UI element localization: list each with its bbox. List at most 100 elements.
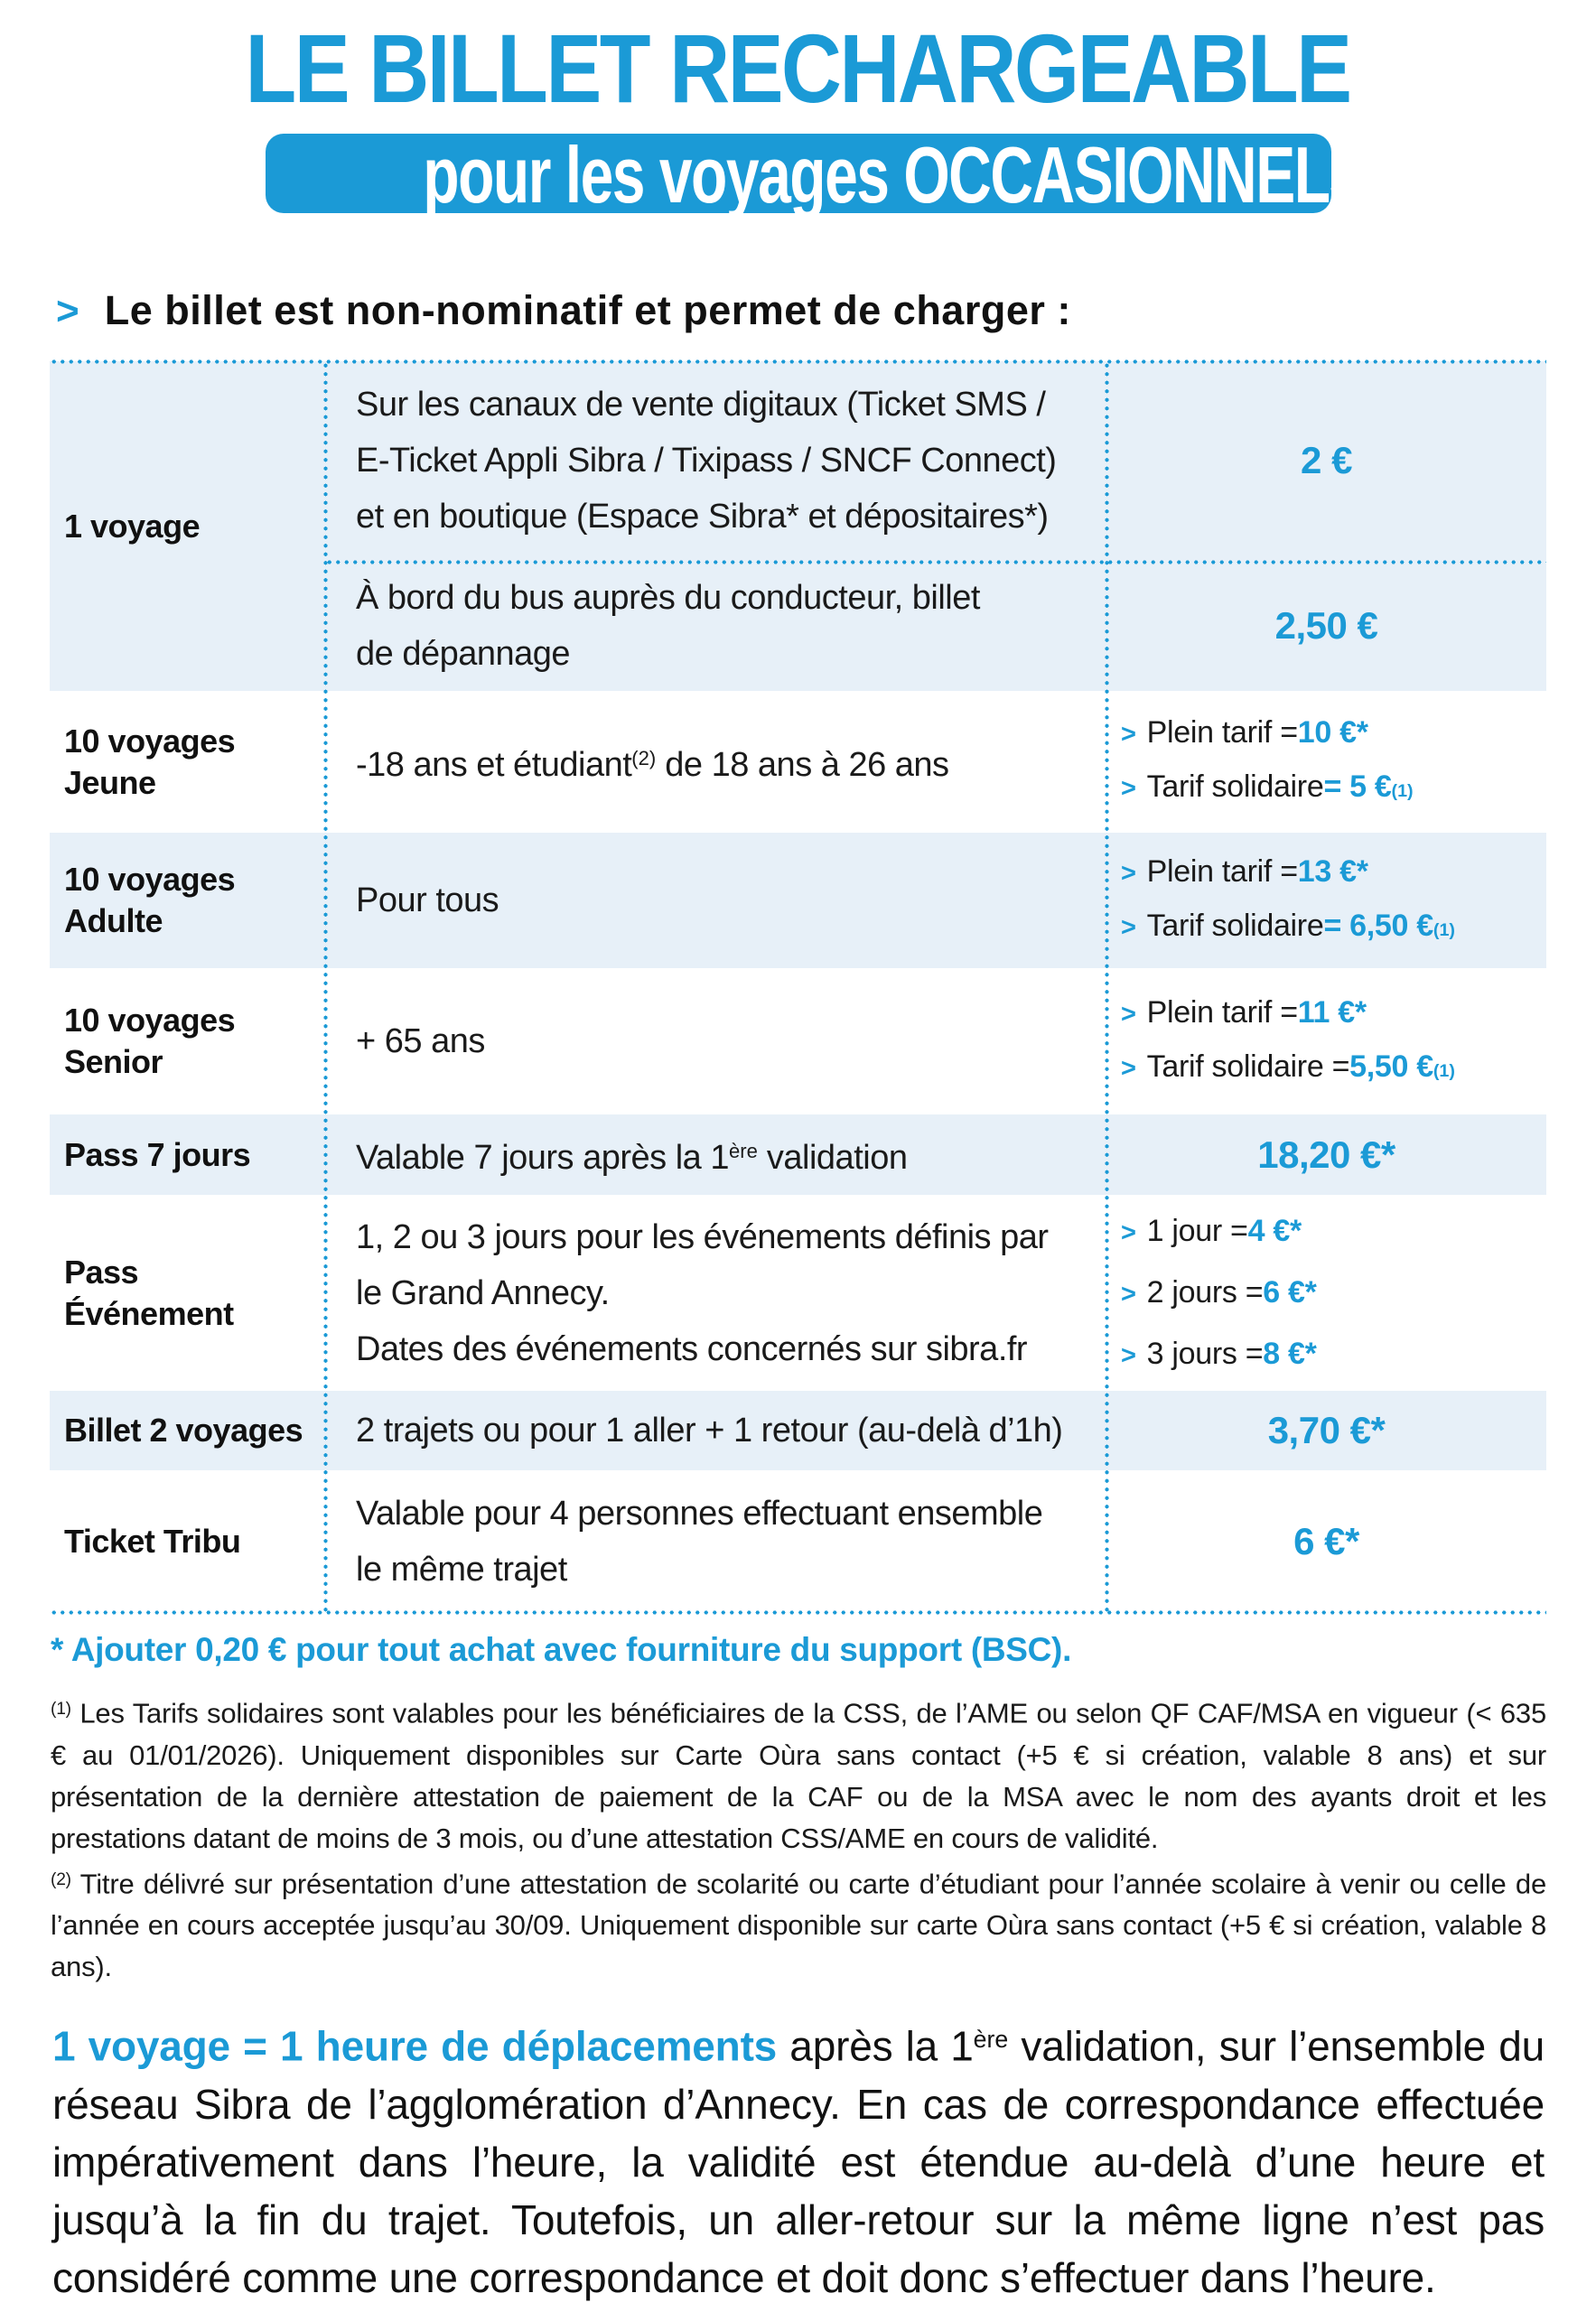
row-price-cell: >1 jour = 4 €* >2 jours = 6 €* >3 jours … [1106,1195,1546,1391]
price-label: 1 jour = [1146,1213,1248,1248]
price-label: Plein tarif = [1146,715,1298,750]
footnote-1-marker: (1) [51,1700,71,1719]
page-title: LE BILLET RECHARGEABLE [246,14,1353,123]
footnotes: (1) Les Tarifs solidaires sont valables … [51,1689,1546,1988]
price-label: Tarif solidaire [1146,908,1324,943]
row-price-cell: 6 €* [1106,1470,1546,1612]
row-label-cell: 1 voyage [50,361,325,691]
table-row-pass-evenement: Pass Événement 1, 2 ou 3 jours pour les … [50,1195,1546,1391]
row-label: Pass Événement [64,1253,234,1332]
price-value: 13 €* [1297,853,1368,889]
row-desc: Pour tous [356,881,499,919]
row-desc-cell: -18 ans et étudiant(2) de 18 ans à 26 an… [325,691,1106,833]
chevron-icon: > [1121,774,1136,803]
subrow-digital-channels: Sur les canaux de vente digitaux (Ticket… [325,361,1546,560]
row-label-cell: 10 voyages Senior [50,968,325,1114]
price-value: 8 €* [1263,1336,1317,1371]
fare-table: 1 voyage Sur les canaux de vente digitau… [50,359,1546,1615]
row-desc-cell: À bord du bus auprès du conducteur, bill… [325,560,1106,691]
footnote-ref-1: (1) [1433,1060,1455,1081]
conclusion-paragraph: 1 voyage = 1 heure de déplacements après… [52,2010,1545,2307]
ordinal-superscript: ère [973,2026,1009,2053]
price-bullet: > Tarif solidaire = 6,50 € (1) [1121,908,1455,948]
row-desc: 2 trajets ou pour 1 aller + 1 retour (au… [356,1412,1063,1450]
price-label: 3 jours = [1146,1336,1264,1371]
table-bottom-dotted-line [50,1610,1546,1615]
support-fee-note: * Ajouter 0,20 € pour tout achat avec fo… [51,1631,1072,1668]
price-label: Tarif solidaire [1146,769,1324,804]
conclusion-text-post: validation, sur l’ensemble du réseau Sib… [52,2022,1545,2301]
row-desc-cell: Valable pour 4 personnes effectuant ense… [325,1470,1106,1612]
table-row-10-voyages-adulte: 10 voyages Adulte Pour tous > Plein tarif… [50,833,1546,968]
row-label: 10 voyages Adulte [64,861,236,939]
conclusion-text-pre: après la 1 [777,2022,974,2070]
subrow-divider-dotted-line [325,560,1546,564]
desc-text: -18 ans et étudiant [356,746,632,785]
chevron-icon: > [1121,1217,1136,1247]
footnote-ref-1: (1) [1391,781,1414,801]
row-label-cell: Pass 7 jours [50,1114,325,1195]
row-desc: À bord du bus auprès du conducteur, bill… [356,578,980,673]
footnote-2-text: Titre délivré sur présentation d’une att… [51,1868,1546,1983]
price-value: 5,50 € [1349,1049,1433,1084]
chevron-icon: > [1121,1340,1136,1370]
table-column-divider-1 [323,361,328,1612]
row-label: Pass 7 jours [64,1135,251,1173]
row-price-cell: > Plein tarif = 10 €* > Tarif solidaire = … [1106,691,1546,833]
desc-text: de 18 ans à 26 ans [656,746,949,785]
row-price-cell: 18,20 €* [1106,1114,1546,1195]
footnote-2-marker: (2) [51,1869,71,1889]
row-desc-cell: Pour tous [325,833,1106,968]
row-label: Billet 2 voyages [64,1412,303,1449]
price-bullet: >2 jours = 6 €* [1121,1274,1317,1312]
conclusion-lead: 1 voyage = 1 heure de déplacements [52,2022,778,2070]
intro-heading-text: Le billet est non-nominatif et permet de… [104,287,1071,333]
row-1-voyage-subrows: Sur les canaux de vente digitaux (Ticket… [325,361,1546,691]
footnote-1-text: Les Tarifs solidaires sont valables pour… [51,1697,1546,1854]
row-label: 1 voyage [64,507,201,545]
table-row-10-voyages-senior: 10 voyages Senior + 65 ans > Plein tarif … [50,968,1546,1114]
price-label: 2 jours = [1146,1274,1264,1310]
row-label: 10 voyages Senior [64,1002,236,1080]
ordinal-superscript: ère [729,1139,758,1162]
price-bullet: > Plein tarif = 13 €* [1121,853,1368,891]
subtitle-text: pour les voyages OCCASIONNELS [422,130,1368,219]
intro-heading: > Le billet est non-nominatif et permet … [56,287,1071,334]
row-desc-cell: Sur les canaux de vente digitaux (Ticket… [325,361,1106,560]
row-label: Ticket Tribu [64,1522,241,1560]
row-desc-cell: 2 trajets ou pour 1 aller + 1 retour (au… [325,1391,1106,1470]
chevron-icon: > [1121,912,1136,942]
footnote-ref-2: (2) [631,746,657,769]
chevron-icon: > [1121,999,1136,1029]
row-desc: Valable pour 4 personnes effectuant ense… [356,1494,1043,1589]
price-value: = 5 € [1323,769,1392,804]
row-label-cell: Billet 2 voyages [50,1391,325,1470]
subtitle-banner: pour les voyages OCCASIONNELS [265,134,1368,217]
page-header: LE BILLET RECHARGEABLE [0,20,1596,117]
row-desc: Valable 7 jours après la 1ère validation [356,1123,908,1186]
chevron-icon: > [1121,1053,1136,1083]
row-label: 10 voyages Jeune [64,722,236,801]
price-bullet: > Plein tarif = 11 €* [1121,994,1367,1032]
price-value: = 6,50 € [1323,908,1433,943]
price-label: Plein tarif = [1146,994,1298,1030]
table-row-ticket-tribu: Ticket Tribu Valable pour 4 personnes ef… [50,1470,1546,1612]
chevron-icon: > [1121,720,1136,749]
price-value: 4 €* [1247,1213,1302,1248]
row-price-cell: > Plein tarif = 11 €* > Tarif solidaire = … [1106,968,1546,1114]
price-bullet: >3 jours = 8 €* [1121,1336,1317,1374]
price-bullet: > Tarif solidaire = 5 € (1) [1121,769,1414,809]
row-label-cell: 10 voyages Adulte [50,833,325,968]
row-desc-cell: + 65 ans [325,968,1106,1114]
row-label-cell: Ticket Tribu [50,1470,325,1612]
price-value: 11 €* [1297,994,1367,1030]
row-price: 2 € [1301,439,1352,481]
price-bullet: > Tarif solidaire = 5,50 € (1) [1121,1049,1455,1089]
footnote-1: (1) Les Tarifs solidaires sont valables … [51,1689,1546,1860]
row-desc: + 65 ans [356,1022,485,1060]
row-price-cell: > Plein tarif = 13 €* > Tarif solidaire = … [1106,833,1546,968]
row-desc: -18 ans et étudiant(2) de 18 ans à 26 an… [356,731,949,793]
footnote-ref-1: (1) [1433,919,1455,940]
row-price: 18,20 €* [1257,1133,1395,1176]
